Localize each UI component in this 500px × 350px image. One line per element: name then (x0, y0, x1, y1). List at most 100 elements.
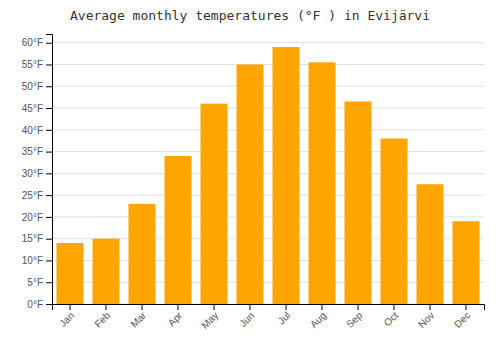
bar (93, 239, 120, 304)
y-tick-mark (46, 239, 52, 240)
x-tick: Aug (308, 304, 328, 330)
y-tick: 55°F (22, 59, 52, 70)
y-tick: 0°F (27, 299, 52, 310)
bar (273, 47, 300, 304)
x-tick-mark (142, 304, 143, 310)
bar (453, 221, 480, 304)
x-tick: Feb (92, 304, 112, 330)
y-tick: 30°F (22, 168, 52, 179)
x-tick: Nov (416, 304, 436, 330)
x-tick-mark (178, 304, 179, 310)
y-tick-label: 60°F (22, 37, 43, 48)
grid-line (52, 173, 484, 174)
bar (381, 139, 408, 304)
x-tick-mark (358, 304, 359, 310)
x-tick-mark (106, 304, 107, 310)
x-axis-line (53, 305, 485, 311)
x-tick-label: Apr (166, 309, 185, 328)
y-tick: 40°F (22, 125, 52, 136)
bars (57, 47, 480, 304)
x-tick-label: Sep (344, 309, 365, 330)
y-axis: 0°F 5°F 10°F 15°F 20°F 25°F 30°F 35°F 40°F 45°F 50… (22, 35, 53, 310)
y-tick-mark (46, 195, 52, 196)
x-tick-label: Jan (57, 310, 76, 329)
x-tick: Jan (57, 304, 76, 329)
x-tick: Mar (128, 304, 148, 330)
y-tick: 35°F (22, 146, 52, 157)
y-tick: 10°F (22, 255, 52, 266)
x-tick-label: Dec (452, 310, 472, 330)
y-tick: 5°F (27, 277, 52, 288)
y-tick-mark (46, 86, 52, 87)
grid-line (52, 108, 484, 109)
y-tick: 25°F (22, 190, 52, 201)
x-tick-mark (214, 304, 215, 310)
x-tick: May (199, 304, 220, 331)
x-tick-mark (286, 304, 287, 310)
x-tick-label: Oct (382, 310, 401, 329)
x-tick-mark (430, 304, 431, 310)
x-tick-mark (394, 304, 395, 310)
bar (201, 104, 228, 304)
bar (417, 184, 444, 304)
x-tick: Dec (452, 304, 472, 330)
bar (309, 62, 336, 304)
y-tick-label: 20°F (22, 212, 43, 223)
y-axis-line (46, 35, 53, 305)
y-tick-label: 25°F (22, 190, 43, 201)
grid-line (52, 86, 484, 87)
chart: Average monthly temperatures (°F ) in Ev… (0, 0, 500, 350)
grid (52, 43, 484, 304)
y-tick: 45°F (22, 103, 52, 114)
bar (345, 102, 372, 305)
y-tick-label: 45°F (22, 103, 43, 114)
bar (165, 156, 192, 304)
x-axis: Jan Feb Mar Apr May Jun Jul Aug Sep Oct Nov Dec (53, 304, 485, 331)
grid-line (52, 151, 484, 152)
y-tick-mark (46, 108, 52, 109)
y-tick-label: 10°F (22, 255, 43, 266)
y-tick-label: 5°F (27, 277, 43, 288)
y-tick: 60°F (22, 37, 52, 48)
bar (57, 243, 84, 304)
y-tick-mark (46, 282, 52, 283)
x-tick-mark (322, 304, 323, 310)
x-tick: Jun (237, 304, 256, 329)
plot: 0°F 5°F 10°F 15°F 20°F 25°F 30°F 35°F 40°F 45°F 50… (22, 35, 485, 331)
bar (129, 204, 156, 304)
x-tick-label: Mar (128, 309, 148, 329)
y-tick-mark (46, 260, 52, 261)
x-tick-label: Jun (237, 310, 256, 329)
y-tick-mark (46, 152, 52, 153)
x-tick-mark (466, 304, 467, 310)
x-tick: Apr (166, 304, 185, 328)
y-tick-label: 55°F (22, 59, 43, 70)
y-tick-mark (46, 43, 52, 44)
y-tick-mark (46, 173, 52, 174)
title: Average monthly temperatures (°F ) in Ev… (70, 8, 430, 23)
y-tick: 15°F (22, 233, 52, 244)
x-tick: Oct (382, 304, 401, 328)
x-tick: Jul (276, 304, 293, 326)
x-tick-label: Jul (276, 310, 293, 327)
x-tick-label: Feb (92, 309, 112, 329)
grid-line (52, 129, 484, 130)
y-tick: 20°F (22, 212, 52, 223)
y-tick: 50°F (22, 81, 52, 92)
y-tick-label: 30°F (22, 168, 43, 179)
x-tick-label: Nov (416, 310, 436, 330)
y-tick-label: 50°F (22, 81, 43, 92)
y-tick-label: 40°F (22, 125, 43, 136)
x-tick-mark (70, 304, 71, 310)
x-tick-mark (250, 304, 251, 310)
grid-line (52, 42, 484, 43)
y-tick-label: 15°F (22, 233, 43, 244)
y-tick-label: 0°F (27, 299, 43, 310)
y-tick-mark (46, 130, 52, 131)
x-tick-label: Aug (308, 310, 328, 330)
grid-line (52, 64, 484, 65)
y-tick-mark (46, 217, 52, 218)
x-tick-label: May (199, 310, 220, 331)
bar (237, 64, 264, 304)
x-tick: Sep (344, 304, 365, 330)
